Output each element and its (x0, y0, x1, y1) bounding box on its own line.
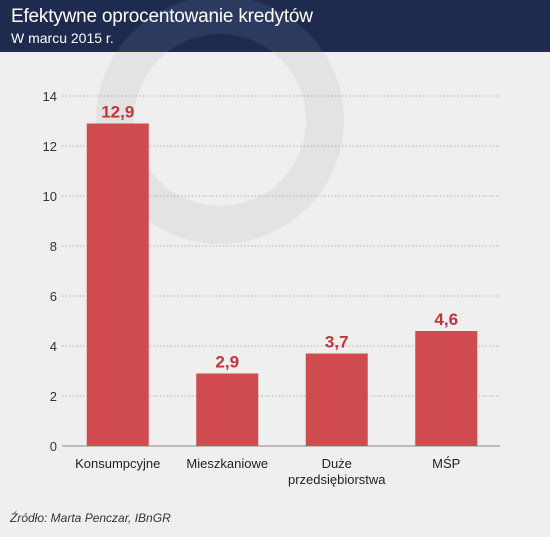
y-tick-label: 12 (43, 139, 57, 154)
bars (86, 123, 478, 446)
chart-header: Efektywne oprocentowanie kredytów W marc… (0, 0, 550, 52)
bar (415, 331, 478, 446)
x-axis-labels: Konsumpcyjne Mieszkaniowe Dużeprzedsiębior… (75, 456, 460, 487)
watermark-logo (96, 52, 344, 244)
y-tick-label: 4 (50, 339, 57, 354)
x-category-label: Konsumpcyjne (75, 456, 160, 471)
y-tick-label: 10 (43, 189, 57, 204)
x-category-label: przedsiębiorstwa (288, 472, 386, 487)
y-tick-label: 0 (50, 439, 57, 454)
chart-title: Efektywne oprocentowanie kredytów (11, 6, 313, 27)
value-label: 2,9 (215, 353, 239, 372)
x-category-label: MŚP (432, 456, 460, 471)
bar (305, 353, 368, 446)
value-label: 3,7 (325, 333, 349, 352)
value-label: 12,9 (101, 103, 134, 122)
watermark-logo-top (116, 0, 324, 52)
y-tick-label: 6 (50, 289, 57, 304)
source-note: Źródło: Marta Penczar, IBnGR (10, 511, 171, 525)
x-category-label: Mieszkaniowe (186, 456, 268, 471)
y-tick-label: 2 (50, 389, 57, 404)
bar-chart: 12,9 2,9 3,7 4,6 0 2 4 6 8 10 12 14 Konsumpcyjne Mi… (43, 52, 500, 487)
value-labels: 12,9 2,9 3,7 4,6 (101, 103, 458, 372)
bar (196, 373, 259, 446)
x-category-label: Duże (322, 456, 352, 471)
y-axis-ticks: 0 2 4 6 8 10 12 14 (43, 89, 57, 454)
bar (86, 123, 149, 446)
y-tick-label: 14 (43, 89, 57, 104)
y-tick-label: 8 (50, 239, 57, 254)
chart-subtitle: W marcu 2015 r. (11, 30, 114, 46)
value-label: 4,6 (434, 310, 458, 329)
